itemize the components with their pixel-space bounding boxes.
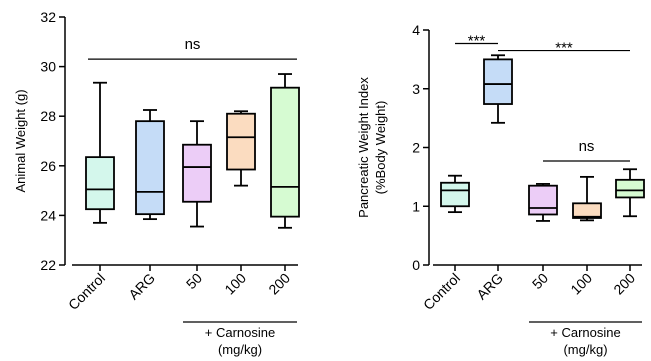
y-tick-label: 30 — [40, 59, 56, 75]
significance-label: ns — [579, 138, 595, 155]
box-iqr — [483, 58, 513, 105]
box-iqr — [270, 86, 300, 218]
y-tick-label: 2 — [412, 140, 420, 156]
box-iqr — [85, 156, 115, 211]
y-tick-label: 22 — [40, 257, 56, 273]
y-tick-label: 1 — [412, 198, 420, 214]
x-tick-label-arg: ARG — [125, 270, 158, 303]
x-tick-label-50: 50 — [183, 270, 205, 292]
box-200 — [270, 73, 300, 229]
y-tick-label: 26 — [40, 158, 56, 174]
y-axis-title: Animal Weight (g) — [13, 89, 28, 192]
y-axis-title-line1: Pancreatic Weight Index — [356, 77, 371, 218]
box-iqr — [572, 202, 602, 219]
panel-pancreatic-weight-index: 0 1 2 3 4 Pancreatic Weight Index (%Body Weigh… — [356, 22, 645, 357]
box-iqr — [615, 178, 645, 199]
y-axis-title-line2: (%Body Weight) — [373, 101, 388, 195]
x-tick-label-200: 200 — [265, 270, 293, 298]
box-iqr — [182, 143, 212, 203]
box-iqr — [226, 112, 256, 171]
y-tick-label: 24 — [40, 207, 56, 223]
group-label-units: (mg/kg) — [563, 342, 607, 357]
group-label-units: (mg/kg) — [218, 342, 262, 357]
x-tick-label-control: Control — [420, 270, 463, 313]
box-arg — [135, 109, 165, 221]
x-tick-label-control: Control — [65, 270, 108, 313]
box-100 — [226, 110, 256, 187]
significance-label: *** — [555, 40, 573, 57]
y-tick-label: 32 — [40, 9, 56, 25]
box-100 — [572, 175, 602, 222]
box-control — [85, 81, 115, 224]
box-arg — [483, 54, 513, 124]
box-iqr — [528, 184, 558, 216]
x-tick-label-arg: ARG — [473, 270, 506, 303]
x-tick-label-200: 200 — [610, 270, 638, 298]
panel-animal-weight: 22 24 26 28 30 32 Animal Weight (g) Control ARG 5… — [13, 9, 300, 357]
box-50 — [182, 120, 212, 228]
box-control — [440, 174, 470, 214]
box-iqr — [440, 181, 470, 208]
x-tick-label-50: 50 — [529, 270, 551, 292]
box-200 — [615, 168, 645, 218]
x-tick-label-100: 100 — [567, 270, 595, 298]
box-50 — [528, 183, 558, 222]
group-label: + Carnosine — [205, 325, 275, 340]
y-tick-label: 0 — [412, 257, 420, 273]
significance-label: ns — [185, 36, 201, 53]
group-label: + Carnosine — [550, 325, 620, 340]
y-tick-label: 4 — [412, 22, 420, 38]
x-tick-label-100: 100 — [221, 270, 249, 298]
y-tick-label: 28 — [40, 108, 56, 124]
y-tick-label: 3 — [412, 81, 420, 97]
box-iqr — [135, 120, 165, 216]
significance-label: *** — [468, 33, 486, 50]
